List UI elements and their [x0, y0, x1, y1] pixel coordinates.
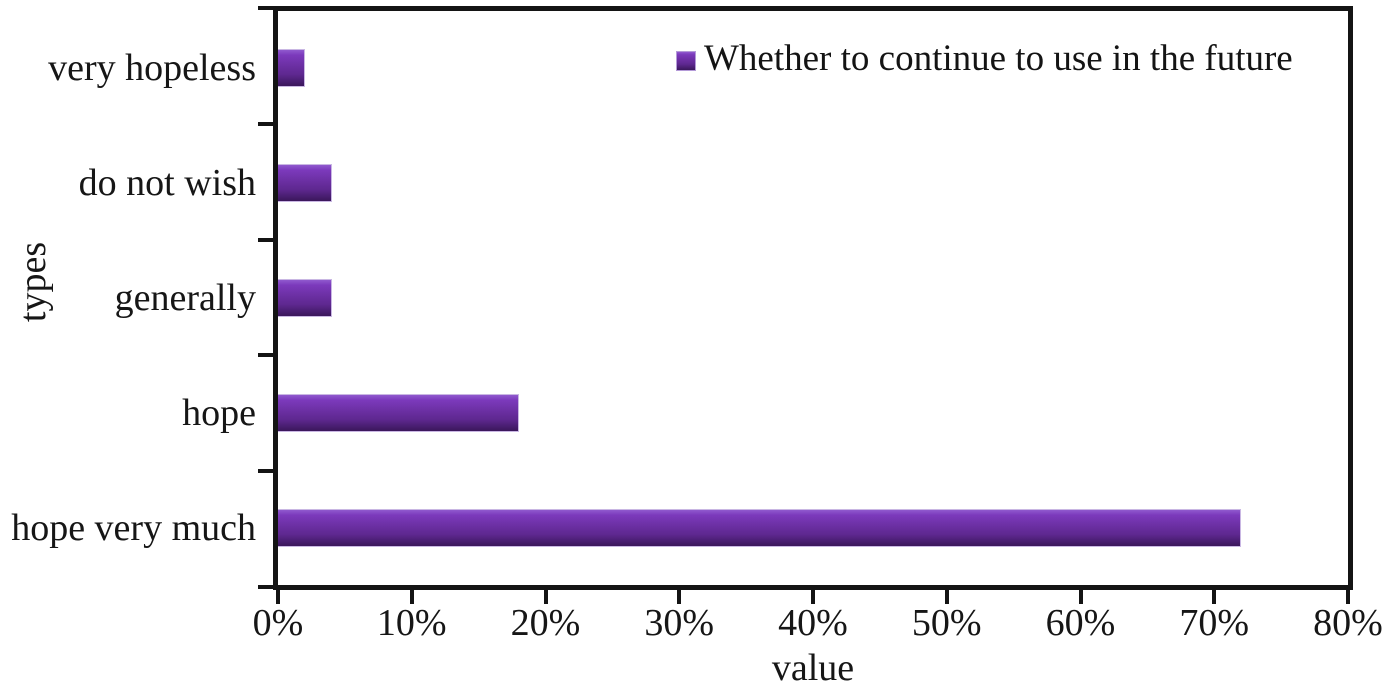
- y-tick: [258, 121, 273, 126]
- x-tick-label: 60%: [1045, 602, 1116, 644]
- bar-hope-very-much: [278, 508, 1241, 547]
- x-tick-label: 40%: [778, 602, 848, 644]
- x-tick: [409, 590, 414, 604]
- y-tick: [258, 353, 273, 358]
- plot-area: Whether to continue to use in the future: [273, 6, 1353, 590]
- legend-marker-square: [676, 50, 696, 71]
- legend-label: Whether to continue to use in the future: [704, 38, 1293, 79]
- x-tick-label: 20%: [510, 602, 581, 644]
- legend: Whether to continue to use in the future: [676, 37, 1293, 80]
- x-tick-label: 50%: [911, 602, 982, 644]
- category-label: do not wish: [78, 162, 256, 205]
- x-tick: [1212, 590, 1217, 604]
- x-tick: [1078, 590, 1083, 604]
- bar-do-not-wish: [278, 164, 332, 203]
- x-tick: [677, 590, 682, 604]
- y-tick: [258, 469, 273, 474]
- category-label: hope: [182, 391, 256, 434]
- category-label: generally: [114, 277, 256, 319]
- x-tick-label: 30%: [644, 602, 715, 644]
- category-label: very hopeless: [48, 47, 256, 90]
- x-tick-label: 80%: [1313, 602, 1383, 644]
- x-tick: [944, 590, 949, 604]
- y-tick: [258, 6, 273, 10]
- x-tick-label: 10%: [376, 602, 447, 644]
- bar-generally: [278, 279, 332, 317]
- bar-very-hopeless: [278, 49, 305, 88]
- y-tick: [258, 237, 273, 242]
- x-tick: [1346, 590, 1350, 604]
- bar-hope: [278, 393, 519, 432]
- x-tick: [276, 590, 280, 604]
- x-tick: [543, 590, 548, 604]
- y-tick: [258, 585, 273, 589]
- x-axis-title: value: [771, 647, 855, 689]
- bars-container: [278, 11, 1348, 585]
- category-label: hope very much: [11, 506, 256, 549]
- x-tick-label: 0%: [252, 602, 304, 644]
- x-tick-label: 70%: [1179, 602, 1250, 644]
- x-tick: [811, 590, 815, 604]
